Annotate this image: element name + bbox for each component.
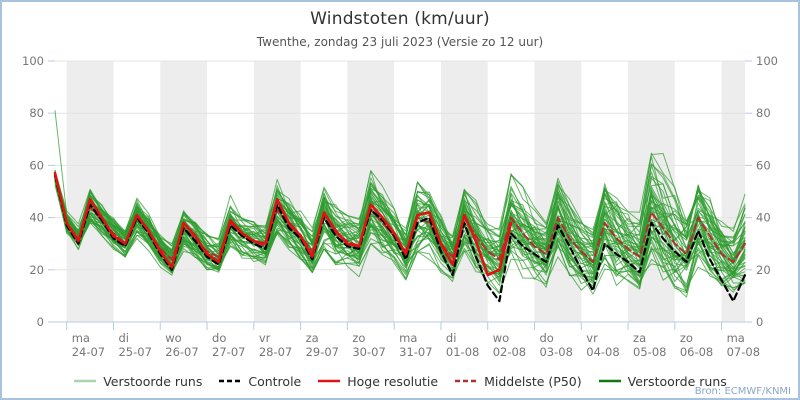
x-tick-dow: di	[118, 331, 129, 345]
legend: Verstoorde runs Controle Hoge resolutie Mid…	[2, 372, 798, 390]
x-tick-dow: za	[306, 331, 319, 345]
legend-swatch-icon	[455, 379, 478, 383]
y-tick-label-left: 80	[29, 106, 44, 120]
x-tick-dow: vr	[586, 331, 598, 345]
ensemble-member-line	[54, 153, 746, 259]
ensemble-member-line	[54, 181, 746, 288]
y-tick-label-left: 60	[29, 158, 44, 172]
legend-label: Controle	[248, 373, 302, 389]
x-tick-dow: za	[633, 331, 646, 345]
legend-item-2: Hoge resolutie	[317, 374, 438, 389]
x-tick-date: 05-08	[633, 345, 666, 359]
legend-label: Verstoorde runs	[103, 373, 203, 389]
y-tick-label-right: 0	[756, 315, 763, 329]
x-tick-date: 31-07	[399, 345, 432, 359]
y-tick-label-right: 40	[756, 211, 771, 225]
y-tick-label-left: 100	[22, 54, 44, 68]
x-tick-dow: vr	[259, 331, 271, 345]
y-tick-label-right: 80	[756, 106, 771, 120]
x-tick-date: 29-07	[306, 345, 339, 359]
x-tick-date: 01-08	[446, 345, 479, 359]
x-tick-dow: do	[539, 331, 553, 345]
x-tick-dow: zo	[352, 331, 365, 345]
x-tick-date: 03-08	[539, 345, 572, 359]
x-tick-dow: ma	[727, 331, 745, 345]
page-title: Windstoten (km/uur)	[310, 9, 490, 29]
ensemble-member-line	[54, 152, 746, 247]
legend-label: Middelste (P50)	[484, 373, 582, 389]
legend-item-1: Controle	[218, 374, 301, 389]
ensemble-member-line	[54, 177, 746, 271]
legend-swatch-icon	[318, 379, 341, 383]
day-band	[160, 61, 208, 322]
x-tick-date: 26-07	[165, 345, 198, 359]
x-tick-date: 07-08	[727, 345, 760, 359]
legend-label: Hoge resolutie	[347, 373, 439, 389]
ensemble-member-line	[54, 180, 746, 277]
legend-swatch-icon	[74, 379, 97, 383]
ensemble-member-line	[54, 184, 746, 295]
legend-swatch-icon	[598, 379, 621, 383]
hires-line	[53, 171, 513, 277]
x-tick-date: 25-07	[118, 345, 151, 359]
y-tick-label-left: 20	[29, 263, 44, 277]
x-tick-date: 24-07	[72, 345, 105, 359]
x-tick-dow: di	[446, 331, 457, 345]
y-tick-label-left: 0	[37, 315, 44, 329]
chart-subtitle: Twenthe, zondag 23 juli 2023 (Versie zo …	[256, 35, 544, 49]
x-tick-dow: wo	[493, 331, 509, 345]
legend-swatch-icon	[219, 379, 242, 383]
legend-item-3: Middelste (P50)	[454, 374, 582, 389]
x-tick-date: 02-08	[493, 345, 526, 359]
x-tick-dow: ma	[72, 331, 90, 345]
x-tick-date: 30-07	[352, 345, 385, 359]
x-tick-dow: wo	[165, 331, 181, 345]
x-tick-date: 06-08	[680, 345, 713, 359]
source-credit: Bron: ECMWF/KNMI	[694, 386, 791, 397]
legend-item-0: Verstoorde runs	[73, 374, 202, 389]
y-tick-label-right: 20	[756, 263, 771, 277]
x-tick-dow: do	[212, 331, 226, 345]
x-tick-date: 04-08	[586, 345, 619, 359]
y-tick-label-left: 40	[29, 211, 44, 225]
y-tick-label-right: 60	[756, 158, 771, 172]
y-tick-label-right: 100	[756, 54, 778, 68]
control-line	[53, 174, 747, 303]
legend-item-4: Verstoorde runs	[598, 374, 727, 389]
x-tick-dow: ma	[399, 331, 417, 345]
legend-label: Verstoorde runs	[627, 373, 727, 389]
x-tick-date: 28-07	[259, 345, 292, 359]
x-tick-dow: zo	[680, 331, 693, 345]
x-tick-date: 27-07	[212, 345, 245, 359]
ensemble-member-line	[54, 171, 746, 257]
